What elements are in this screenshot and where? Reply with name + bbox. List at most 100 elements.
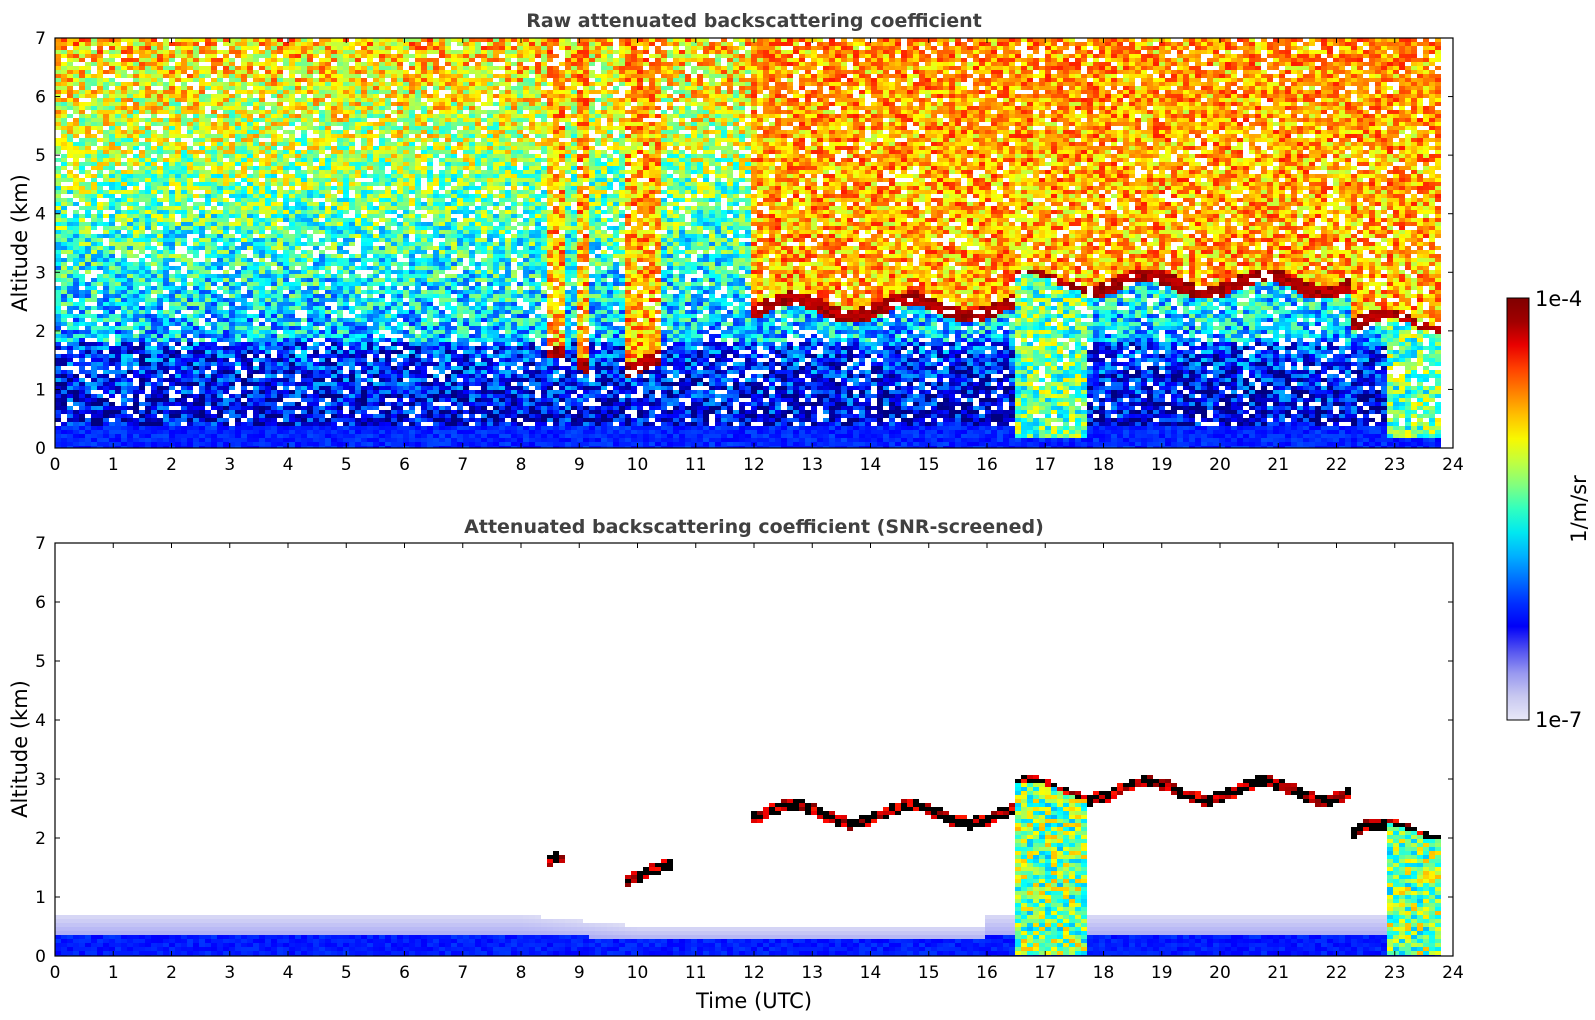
heatmap-cell [379,126,385,130]
heatmap-cell [361,430,367,434]
heatmap-cell [97,386,103,390]
heatmap-cell [175,74,181,78]
heatmap-cell [85,206,91,210]
heatmap-cell [127,194,133,198]
heatmap-cell [157,90,163,94]
heatmap-cell [55,394,61,398]
heatmap-cell [289,438,295,442]
heatmap-cell [139,218,145,222]
heatmap-cell [307,346,313,350]
heatmap-cell [217,74,223,78]
heatmap-cell [175,186,181,190]
heatmap-cell [91,166,97,170]
heatmap-cell [355,334,361,338]
heatmap-cell [61,226,67,230]
heatmap-cell [241,330,247,334]
heatmap-cell [163,398,169,402]
heatmap-cell [181,222,187,226]
heatmap-cell [181,442,187,446]
heatmap-cell [109,66,115,70]
heatmap-cell [307,206,313,210]
heatmap-cell [367,330,373,334]
heatmap-cell [187,54,193,58]
heatmap-cell [73,386,79,390]
heatmap-cell [73,90,79,94]
heatmap-cell [187,130,193,134]
heatmap-cell [355,278,361,282]
heatmap-cell [367,58,373,62]
heatmap-cell [85,446,91,448]
heatmap-cell [133,46,139,50]
heatmap-cell [175,318,181,322]
heatmap-cell [265,102,271,106]
heatmap-cell [181,90,187,94]
heatmap-cell [277,126,283,130]
heatmap-cell [151,326,157,330]
heatmap-cell [199,106,205,110]
heatmap-cell [103,294,109,298]
heatmap-cell [199,150,205,154]
heatmap-cell [289,382,295,386]
heatmap-cell [223,170,229,174]
heatmap-cell [217,258,223,262]
heatmap-cell [349,414,355,418]
heatmap-cell [205,130,211,134]
heatmap-cell [205,102,211,106]
heatmap-cell [163,158,169,162]
heatmap-cell [241,354,247,358]
heatmap-cell [85,398,91,402]
heatmap-cell [319,418,325,422]
heatmap-cell [151,150,157,154]
heatmap-cell [361,266,367,270]
heatmap-cell [175,86,181,90]
heatmap-cell [223,334,229,338]
heatmap-cell [85,46,91,50]
heatmap-cell [247,418,253,422]
heatmap-cell [61,90,67,94]
heatmap-cell [79,346,85,350]
heatmap-cell [115,146,121,150]
heatmap-cell [139,90,145,94]
heatmap-cell [229,382,235,386]
heatmap-cell [283,270,289,274]
heatmap-cell [157,146,163,150]
heatmap-cell [151,330,157,334]
heatmap-cell [169,78,175,82]
heatmap-cell [229,378,235,382]
heatmap-cell [211,386,217,390]
heatmap-cell [313,182,319,186]
heatmap-cell [271,338,277,342]
heatmap-cell [103,338,109,342]
heatmap-cell [163,66,169,70]
heatmap-cell [235,286,241,290]
heatmap-cell [277,378,283,382]
heatmap-cell [343,150,349,154]
heatmap-cell [91,98,97,102]
heatmap-cell [73,110,79,114]
heatmap-cell [121,410,127,414]
heatmap-cell [121,238,127,242]
heatmap-cell [199,134,205,138]
heatmap-cell [343,166,349,170]
heatmap-cell [181,234,187,238]
heatmap-cell [331,70,337,74]
heatmap-cell [55,286,61,290]
heatmap-cell [193,150,199,154]
heatmap-cell [247,102,253,106]
heatmap-cell [217,250,223,254]
heatmap-cell [277,134,283,138]
heatmap-cell [253,330,259,334]
heatmap-cell [73,66,79,70]
heatmap-cell [223,86,229,90]
heatmap-cell [253,194,259,198]
heatmap-cell [115,418,121,422]
heatmap-cell [67,354,73,358]
heatmap-cell [151,210,157,214]
heatmap-cell [349,146,355,150]
heatmap-cell [217,374,223,378]
heatmap-cell [103,194,109,198]
heatmap-cell [133,402,139,406]
heatmap-cell [181,258,187,262]
heatmap-cell [307,334,313,338]
heatmap-cell [139,162,145,166]
